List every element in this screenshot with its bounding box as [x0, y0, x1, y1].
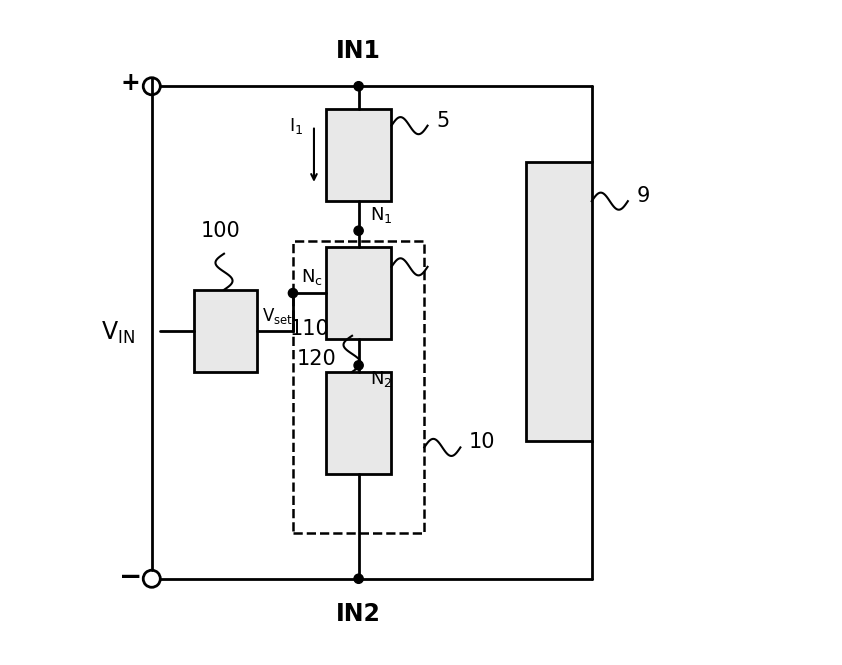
Circle shape: [288, 289, 297, 298]
Text: $\rm I_1$: $\rm I_1$: [289, 116, 303, 136]
Text: −: −: [119, 563, 142, 591]
Text: $\rm V_{set}$: $\rm V_{set}$: [262, 306, 293, 326]
Bar: [326, 372, 392, 473]
Bar: [526, 162, 592, 441]
Circle shape: [354, 574, 363, 583]
Text: 100: 100: [201, 221, 241, 241]
Text: 110: 110: [290, 319, 329, 339]
Text: $\rm N_c$: $\rm N_c$: [301, 267, 322, 287]
Text: $\rm N_2$: $\rm N_2$: [370, 368, 393, 388]
Bar: [293, 241, 424, 533]
Bar: [326, 247, 392, 339]
Text: 5: 5: [436, 111, 450, 131]
Text: $\rm V_{IN}$: $\rm V_{IN}$: [100, 319, 135, 346]
Circle shape: [354, 360, 363, 370]
Text: 9: 9: [637, 186, 650, 206]
Circle shape: [354, 226, 363, 235]
Text: IN1: IN1: [336, 39, 381, 63]
Text: $\rm N_1$: $\rm N_1$: [370, 205, 393, 225]
Text: IN2: IN2: [336, 602, 381, 626]
Text: 10: 10: [469, 432, 495, 452]
Circle shape: [354, 82, 363, 91]
Bar: [195, 290, 257, 372]
Text: 120: 120: [296, 348, 336, 368]
Bar: [326, 109, 392, 201]
Text: +: +: [121, 71, 141, 95]
